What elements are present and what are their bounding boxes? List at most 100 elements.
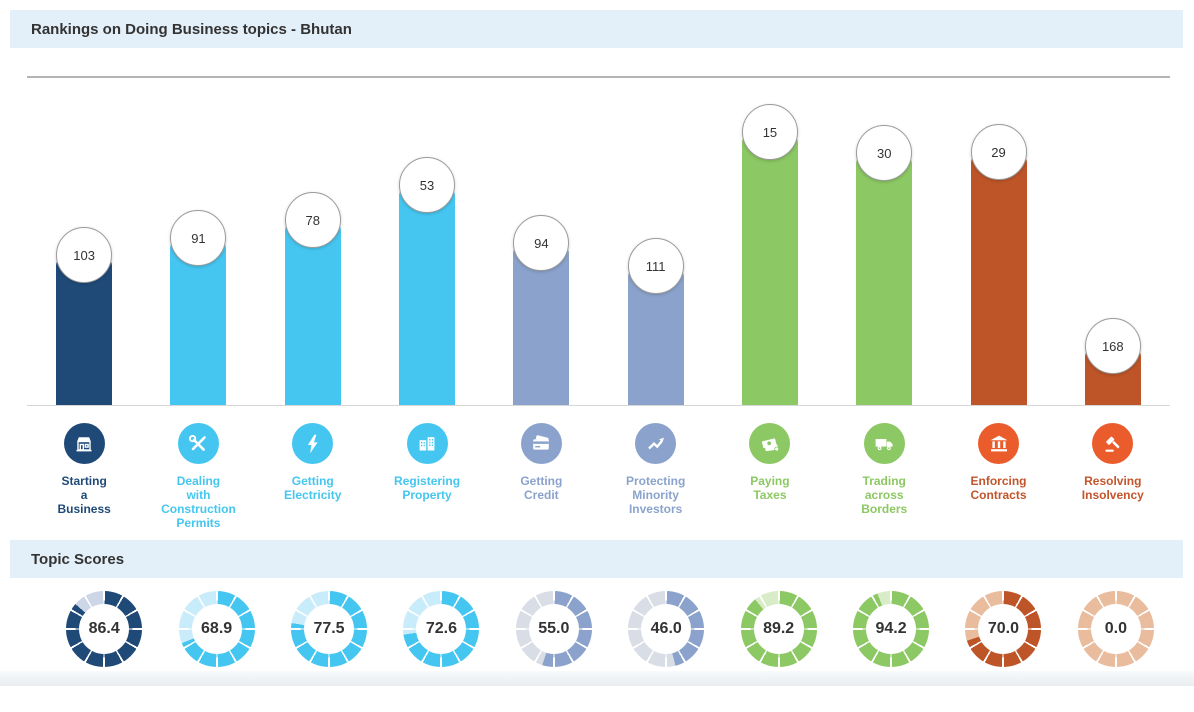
rank-bubble: 94 <box>513 215 570 271</box>
topic-label[interactable]: Resolving Insolvency <box>1081 474 1144 503</box>
topic-score-donut: 0.0 <box>1077 591 1154 668</box>
bar-column: 30 <box>827 78 941 405</box>
topic-column: Enforcing Contracts <box>941 423 1055 530</box>
topic-label[interactable]: Trading across Borders <box>861 474 908 517</box>
rank-bubble: 30 <box>856 125 913 181</box>
topic-score-value: 72.6 <box>425 620 457 638</box>
topic-icon-button[interactable] <box>177 423 219 464</box>
score-column: 72.6 <box>385 591 497 668</box>
topic-label[interactable]: Registering Property <box>394 474 461 503</box>
lightning-icon <box>307 434 318 453</box>
rank-bar[interactable]: 30 <box>856 125 913 405</box>
rank-value: 111 <box>645 258 666 274</box>
rank-bar[interactable]: 111 <box>627 238 684 405</box>
bar-column: 94 <box>484 78 598 405</box>
topic-icon-button[interactable] <box>863 423 905 464</box>
rank-bar[interactable]: 29 <box>970 124 1027 405</box>
storefront-icon <box>76 436 92 451</box>
topic-icon-button[interactable] <box>520 423 562 464</box>
rank-value: 15 <box>762 124 778 140</box>
topic-label[interactable]: Getting Electricity <box>284 474 342 503</box>
topic-score-value: 46.0 <box>650 620 682 638</box>
topic-column: Dealing with Construction Permits <box>141 423 255 530</box>
topic-score-donut: 86.4 <box>66 591 143 668</box>
topic-label[interactable]: Dealing with Construction Permits <box>161 474 236 531</box>
bar-column: 91 <box>141 78 255 405</box>
rank-value: 29 <box>991 144 1006 160</box>
score-column: 68.9 <box>160 591 272 668</box>
rank-value: 103 <box>73 247 95 263</box>
rank-bar[interactable]: 91 <box>170 210 227 405</box>
topic-label[interactable]: Getting Credit <box>520 474 563 503</box>
topic-icons-row: Starting a Business Dealing with Construc… <box>27 423 1170 530</box>
topic-icon-button[interactable] <box>1092 423 1134 464</box>
topic-scores-row: 86.4 68.9 77.5 72.6 55.0 46.0 89.2 94.2 70.0 0.0 <box>48 591 1172 668</box>
topic-score-donut: 70.0 <box>965 591 1042 668</box>
rank-bar[interactable]: 53 <box>399 157 456 405</box>
rank-bubble: 53 <box>399 157 456 213</box>
topic-score-donut: 77.5 <box>291 591 368 668</box>
gavel-icon <box>1105 436 1120 452</box>
rank-bubble: 78 <box>284 192 341 248</box>
topic-label[interactable]: Starting a Business <box>57 474 111 517</box>
topic-score-donut: 68.9 <box>178 591 255 668</box>
topic-score-donut: 46.0 <box>628 591 705 668</box>
bar-column: 168 <box>1056 78 1170 405</box>
topic-label[interactable]: Protecting Minority Investors <box>625 474 686 517</box>
topic-column: Getting Electricity <box>256 423 370 530</box>
topic-icon-button[interactable] <box>749 423 791 464</box>
topic-icon-button[interactable] <box>978 423 1020 464</box>
bar-column: 78 <box>256 78 370 405</box>
topic-icon-button[interactable] <box>635 423 677 464</box>
truck-icon <box>875 438 893 450</box>
topic-score-value: 86.4 <box>88 620 120 638</box>
score-column: 77.5 <box>273 591 385 668</box>
bar-column: 103 <box>27 78 141 405</box>
rank-bubble: 91 <box>170 210 227 266</box>
rank-value: 94 <box>534 235 549 251</box>
topic-score-value: 70.0 <box>987 620 1020 638</box>
topic-icon-button[interactable] <box>406 423 448 464</box>
topic-column: Trading across Borders <box>827 423 941 530</box>
topic-score-value: 68.9 <box>201 620 233 638</box>
topic-column: Resolving Insolvency <box>1056 423 1170 530</box>
rank-bar[interactable]: 103 <box>56 227 113 405</box>
score-column: 86.4 <box>48 591 160 668</box>
rank-bubble: 29 <box>970 124 1027 180</box>
topic-icon-button[interactable] <box>292 423 334 464</box>
doing-business-widget: Rankings on Doing Business topics - Bhut… <box>0 10 1194 687</box>
topic-label[interactable]: Paying Taxes <box>750 474 790 503</box>
topic-column: Starting a Business <box>27 423 141 530</box>
topic-score-value: 55.0 <box>538 620 570 638</box>
topic-score-donut: 94.2 <box>853 591 930 668</box>
rank-bar[interactable]: 168 <box>1084 318 1141 405</box>
rank-value: 91 <box>191 230 206 246</box>
bar-column: 111 <box>598 78 712 405</box>
rank-bar[interactable]: 15 <box>741 104 798 405</box>
bar-column: 29 <box>941 78 1055 405</box>
rank-value: 53 <box>419 177 435 193</box>
rank-bar[interactable]: 78 <box>284 192 341 405</box>
topic-score-donut: 72.6 <box>403 591 480 668</box>
rank-value: 168 <box>1101 338 1124 354</box>
money-icon <box>761 437 780 451</box>
topic-icon-button[interactable] <box>63 423 105 464</box>
growth-chart-icon <box>647 437 664 449</box>
topic-score-value: 89.2 <box>763 620 795 638</box>
score-column: 55.0 <box>498 591 610 668</box>
rank-value: 78 <box>305 212 320 228</box>
topic-score-donut: 55.0 <box>515 591 592 668</box>
topic-column: Registering Property <box>370 423 484 530</box>
rankings-header: Rankings on Doing Business topics - Bhut… <box>10 10 1183 48</box>
topic-score-value: 0.0 <box>1104 620 1127 638</box>
rank-bubble: 15 <box>741 104 798 160</box>
rank-bar[interactable]: 94 <box>513 215 570 405</box>
tools-icon <box>189 434 207 451</box>
credit-card-icon <box>533 434 550 450</box>
buildings-icon <box>419 436 435 450</box>
bar-column: 53 <box>370 78 484 405</box>
topic-scores-header: Topic Scores <box>10 540 1183 579</box>
topic-column: Paying Taxes <box>713 423 827 530</box>
topic-column: Getting Credit <box>484 423 598 530</box>
topic-label[interactable]: Enforcing Contracts <box>970 474 1027 503</box>
